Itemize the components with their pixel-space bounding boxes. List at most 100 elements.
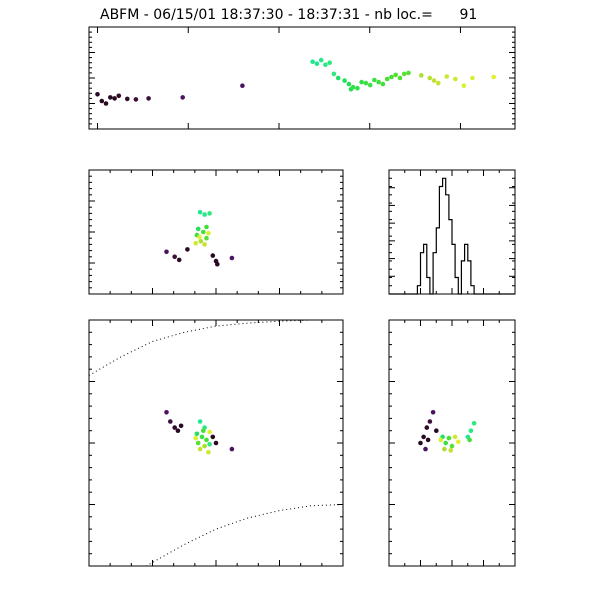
- panel-x_y: [88, 319, 344, 567]
- source-point: [424, 425, 430, 430]
- source-point: [204, 437, 209, 443]
- source-point: [202, 443, 207, 449]
- source-point: [95, 92, 100, 97]
- source-point: [430, 410, 436, 415]
- source-point: [116, 93, 122, 99]
- source-point: [229, 446, 235, 452]
- source-point: [323, 62, 328, 67]
- source-point: [389, 74, 394, 80]
- source-point: [449, 443, 455, 449]
- source-point: [446, 435, 452, 441]
- plot-frame: [88, 26, 516, 130]
- source-point: [168, 419, 173, 424]
- source-point: [425, 437, 431, 443]
- source-point: [204, 235, 209, 241]
- source-point: [393, 72, 399, 78]
- source-point: [207, 429, 212, 435]
- source-point: [310, 59, 315, 64]
- panel-time_z: [88, 26, 516, 130]
- source-point: [470, 75, 475, 81]
- source-point: [406, 70, 411, 76]
- source-point: [350, 84, 356, 90]
- source-point: [359, 79, 364, 85]
- source-point: [318, 57, 324, 63]
- source-point: [331, 71, 337, 77]
- source-point: [363, 80, 369, 86]
- source-point: [418, 440, 423, 446]
- source-point: [229, 255, 235, 261]
- source-point: [215, 261, 220, 267]
- source-point: [204, 224, 209, 230]
- source-point: [342, 78, 347, 83]
- source-point: [206, 449, 211, 455]
- source-point: [185, 247, 190, 252]
- source-point: [103, 101, 109, 106]
- source-point: [471, 421, 477, 426]
- source-point: [456, 439, 461, 445]
- source-point: [164, 249, 169, 255]
- source-point: [164, 410, 169, 415]
- source-point: [146, 96, 151, 101]
- source-point: [213, 440, 219, 446]
- source-point: [468, 428, 474, 434]
- source-point: [206, 230, 211, 236]
- source-point: [108, 95, 113, 100]
- source-point: [202, 212, 207, 217]
- source-point: [442, 446, 447, 452]
- source-point: [421, 434, 426, 440]
- source-point: [423, 446, 428, 452]
- source-point: [367, 82, 373, 88]
- source-point: [461, 83, 467, 88]
- source-point: [210, 434, 216, 440]
- source-point: [453, 76, 458, 82]
- source-point: [175, 428, 181, 434]
- source-point: [207, 441, 212, 447]
- source-point: [419, 73, 424, 78]
- source-point: [384, 76, 390, 82]
- source-point: [197, 419, 203, 424]
- source-point: [314, 61, 320, 66]
- source-point: [327, 60, 333, 65]
- source-point: [467, 437, 472, 443]
- source-point: [99, 98, 105, 104]
- source-point: [431, 78, 437, 83]
- source-point: [201, 428, 206, 434]
- source-point: [372, 77, 377, 83]
- source-point: [197, 446, 203, 452]
- source-point: [401, 71, 407, 77]
- source-point: [448, 448, 454, 453]
- source-point: [180, 95, 185, 100]
- figure-title: ABFM - 06/15/01 18:37:30 - 18:37:31 - nb…: [100, 7, 477, 23]
- source-point: [427, 75, 433, 81]
- source-point: [197, 209, 203, 215]
- source-point: [193, 435, 198, 441]
- source-point: [346, 81, 352, 87]
- source-point: [112, 96, 117, 101]
- source-point: [197, 234, 202, 240]
- plot-frame: [388, 319, 516, 567]
- plot-frame: [88, 169, 344, 295]
- panel-histogram: [388, 169, 516, 295]
- source-point: [195, 440, 201, 446]
- source-point: [176, 257, 182, 263]
- source-point: [133, 97, 139, 102]
- source-point: [443, 440, 449, 446]
- source-point: [376, 79, 382, 85]
- panel-x_z: [88, 169, 344, 295]
- source-point: [355, 85, 360, 91]
- source-point: [172, 254, 177, 260]
- source-point: [201, 229, 206, 235]
- source-point: [210, 253, 216, 258]
- source-point: [199, 434, 205, 440]
- dotted-curve: [88, 319, 343, 376]
- source-point: [436, 80, 441, 86]
- histogram-step: [414, 177, 478, 295]
- source-point: [195, 226, 201, 232]
- source-point: [438, 437, 444, 443]
- source-point: [397, 75, 403, 81]
- source-point: [125, 96, 130, 102]
- source-point: [335, 75, 341, 81]
- dotted-curve: [145, 504, 344, 567]
- source-point: [202, 242, 207, 247]
